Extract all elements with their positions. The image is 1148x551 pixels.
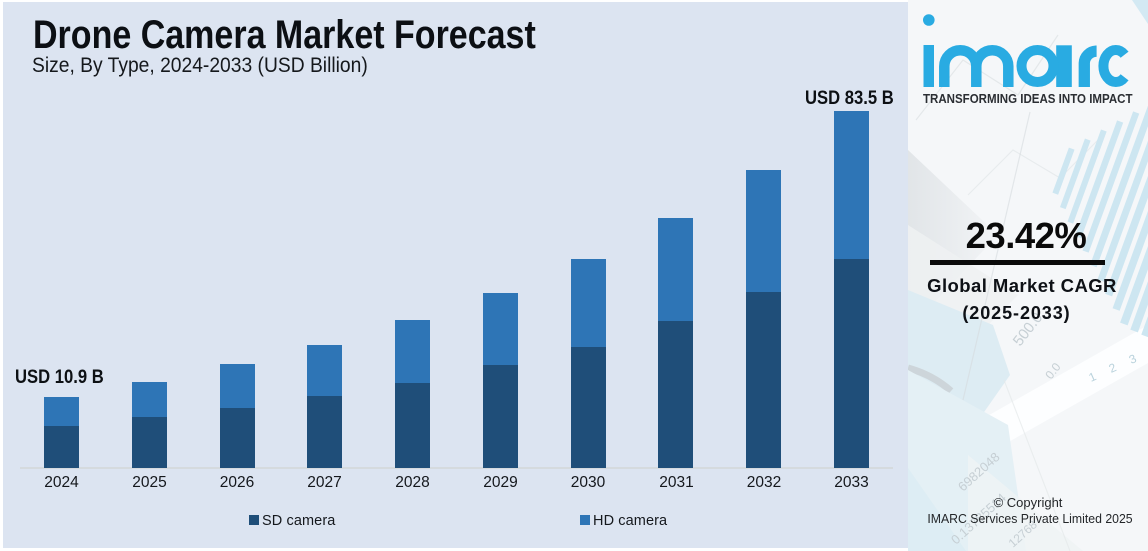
- svg-text:TRANSFORMING IDEAS INTO IMPACT: TRANSFORMING IDEAS INTO IMPACT: [923, 91, 1133, 106]
